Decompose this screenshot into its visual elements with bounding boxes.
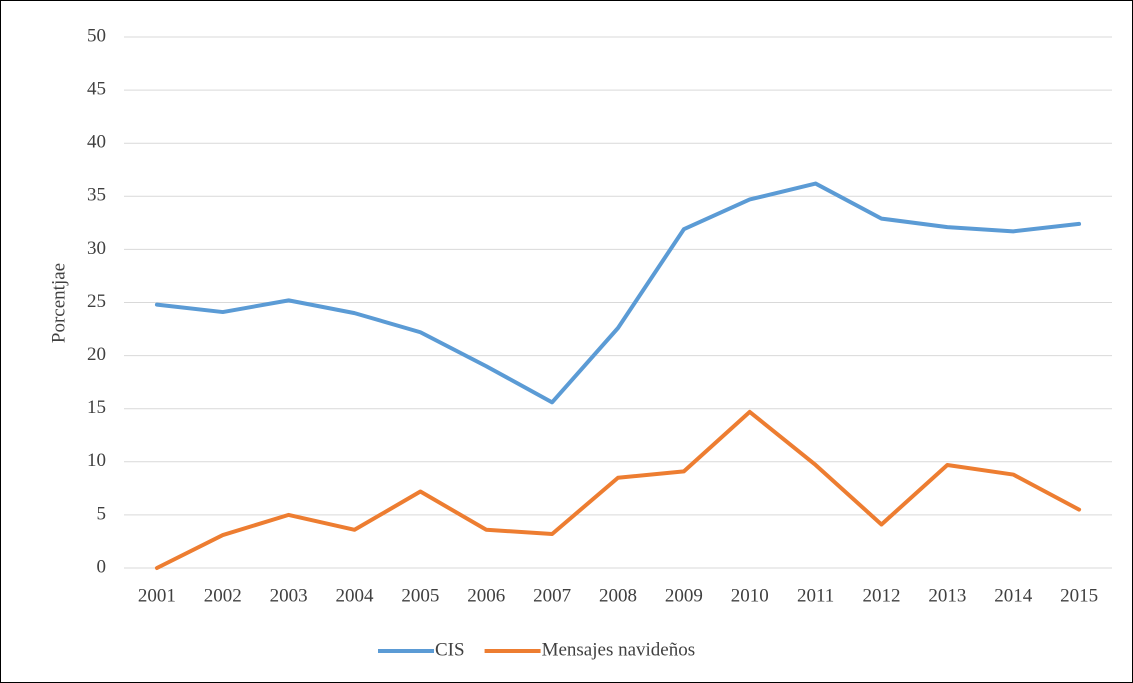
y-tick-label: 20 bbox=[87, 344, 106, 365]
legend-label: Mensajes navideños bbox=[542, 639, 696, 660]
y-tick-label: 15 bbox=[87, 397, 106, 418]
series-line bbox=[154, 181, 1082, 405]
x-tick-label: 2014 bbox=[994, 585, 1033, 606]
x-tick-label: 2013 bbox=[928, 585, 966, 606]
x-tick-label: 2010 bbox=[731, 585, 769, 606]
y-tick-label: 45 bbox=[87, 78, 106, 99]
x-tick-label: 2012 bbox=[862, 585, 900, 606]
x-tick-label: 2001 bbox=[138, 585, 176, 606]
x-tick-label: 2009 bbox=[665, 585, 703, 606]
y-tick-label: 5 bbox=[97, 503, 107, 524]
y-tick-label: 40 bbox=[87, 132, 106, 153]
y-tick-label: 10 bbox=[87, 450, 106, 471]
y-tick-label: 30 bbox=[87, 238, 106, 259]
y-tick-label: 50 bbox=[87, 25, 106, 46]
y-axis-label: Porcentjae bbox=[48, 263, 69, 343]
y-tick-label: 35 bbox=[87, 185, 106, 206]
x-tick-label: 2006 bbox=[467, 585, 505, 606]
x-tick-label: 2005 bbox=[401, 585, 439, 606]
x-tick-label: 2007 bbox=[533, 585, 571, 606]
y-tick-label: 25 bbox=[87, 291, 106, 312]
x-tick-label: 2008 bbox=[599, 585, 637, 606]
series-line bbox=[154, 409, 1082, 570]
y-tick-label: 0 bbox=[97, 556, 107, 577]
legend-label: CIS bbox=[435, 639, 465, 660]
x-tick-label: 2003 bbox=[270, 585, 308, 606]
x-tick-label: 2015 bbox=[1060, 585, 1098, 606]
x-tick-label: 2004 bbox=[336, 585, 375, 606]
x-tick-label: 2002 bbox=[204, 585, 242, 606]
x-tick-label: 2011 bbox=[797, 585, 834, 606]
